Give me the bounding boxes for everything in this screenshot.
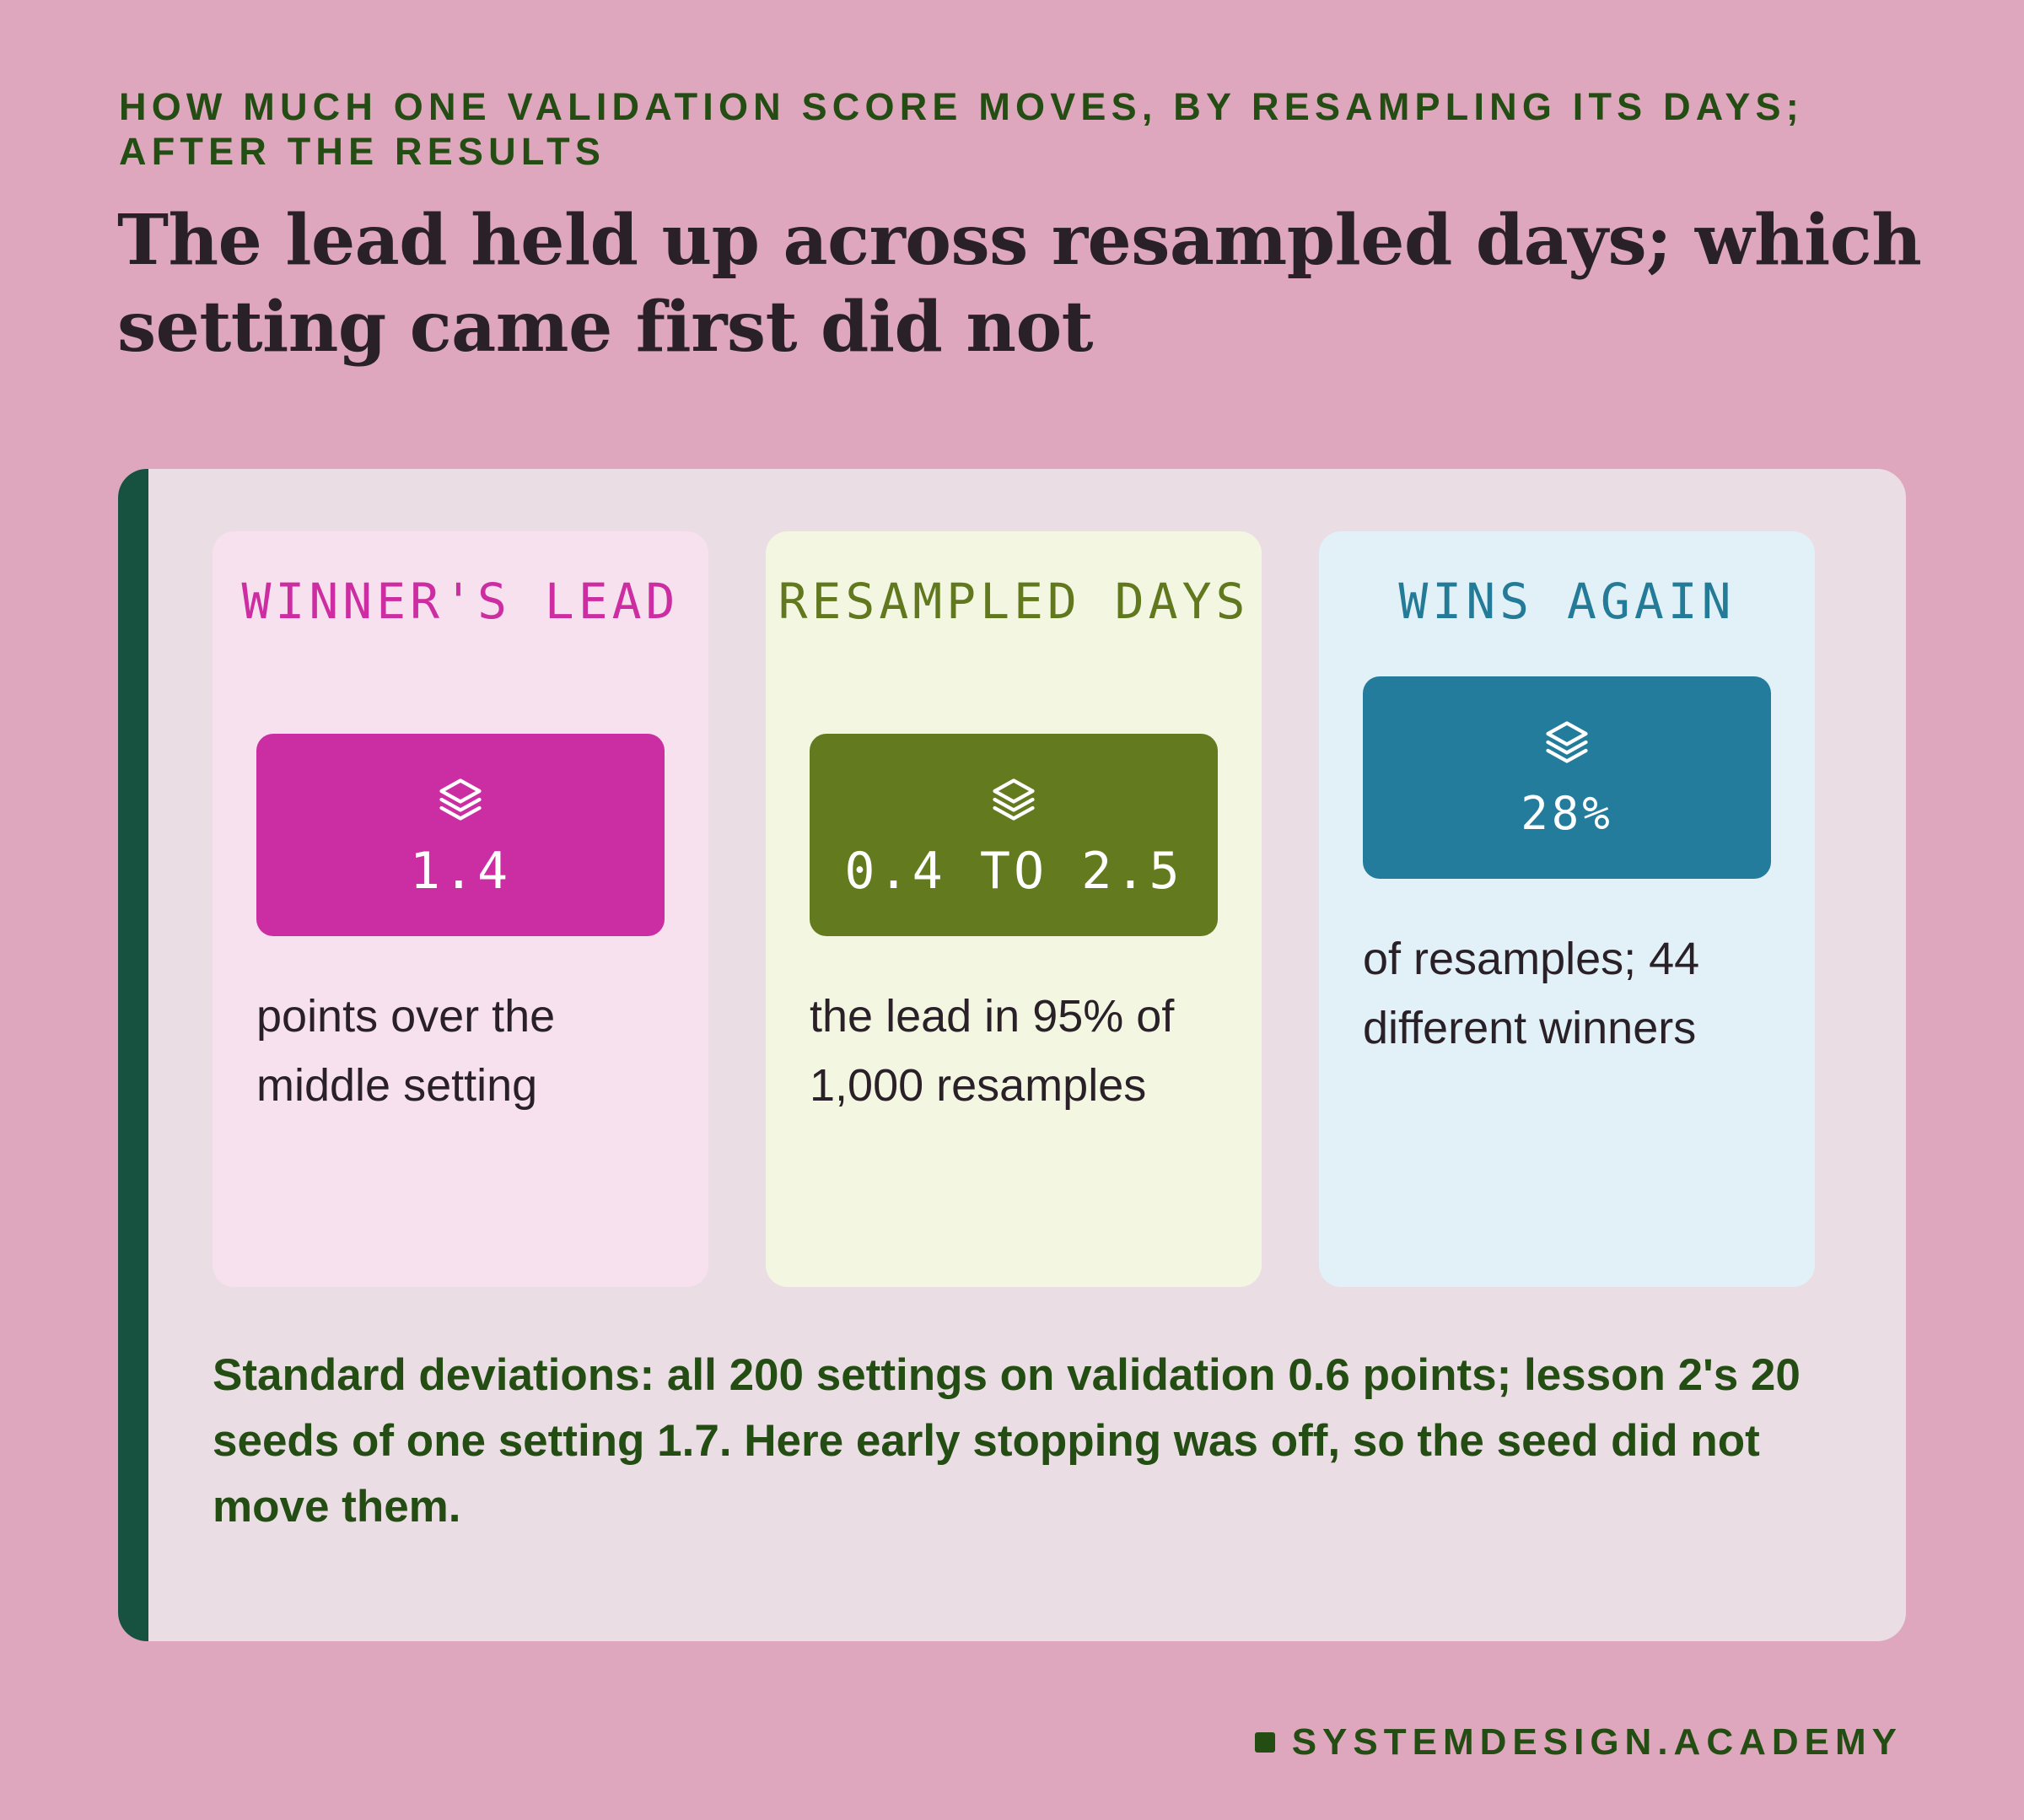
- card-description: of resamples; 44 different winners: [1363, 934, 1700, 1053]
- stat-value-box: 0.4 TO 2.5: [810, 734, 1218, 936]
- card-label: RESAMPLED DAYS: [778, 573, 1250, 630]
- brand-square-icon: [1254, 1732, 1275, 1753]
- card-description: the lead in 95% of 1,000 resamples: [810, 991, 1175, 1111]
- panel-accent-bar: [118, 469, 148, 1641]
- layers-icon: [1542, 717, 1592, 767]
- brand-footer: SYSTEMDESIGN.ACADEMY: [1254, 1719, 1903, 1766]
- eyebrow-text: HOW MUCH ONE VALIDATION SCORE MOVES, BY …: [119, 85, 1804, 173]
- layers-icon: [988, 774, 1039, 825]
- layers-icon: [435, 774, 486, 825]
- stat-card-winners-lead: WINNER'S LEAD 1.4 points over the middle…: [213, 531, 708, 1287]
- card-description: points over the middle setting: [256, 991, 556, 1111]
- card-label: WINNER'S LEAD: [241, 573, 680, 630]
- footnote: Standard deviations: all 200 settings on…: [213, 1350, 1801, 1532]
- brand-name: SYSTEMDESIGN.ACADEMY: [1291, 1721, 1903, 1763]
- card-label: WINS AGAIN: [1398, 573, 1736, 630]
- stat-value-box: 28%: [1363, 676, 1771, 879]
- stat-card-resampled-days: RESAMPLED DAYS 0.4 TO 2.5 the lead in 95…: [766, 531, 1262, 1287]
- stats-panel: WINNER'S LEAD 1.4 points over the middle…: [118, 469, 1906, 1641]
- stat-value: 0.4 TO 2.5: [844, 842, 1183, 901]
- stat-value: 28%: [1521, 787, 1613, 840]
- stat-value-box: 1.4: [256, 734, 665, 936]
- stat-value: 1.4: [409, 842, 512, 901]
- stat-card-wins-again: WINS AGAIN 28% of resamples; 44 differen…: [1319, 531, 1815, 1287]
- page-title: The lead held up across resampled days; …: [117, 200, 1922, 368]
